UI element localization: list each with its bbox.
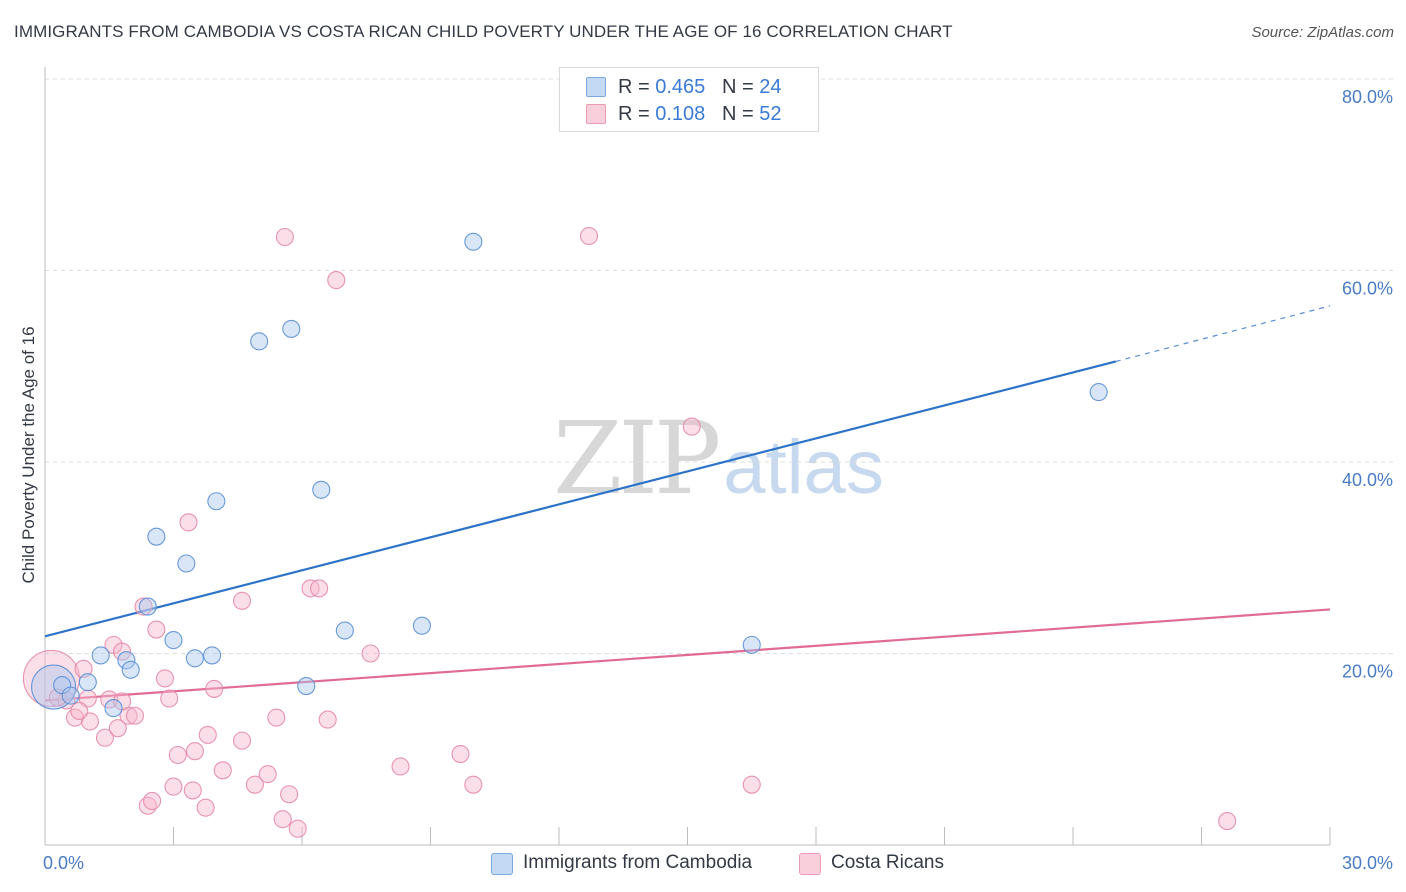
point-costa-rican: [183, 781, 202, 800]
point-costa-rican: [742, 775, 761, 794]
y-tick-label: 60.0%: [1342, 279, 1393, 299]
point-costa-rican: [205, 679, 224, 698]
point-costa-rican: [267, 708, 286, 727]
point-costa-rican: [113, 642, 132, 661]
bottom-swatch-cambodia: [491, 853, 513, 875]
point-costa-rican: [682, 417, 701, 436]
chart-title: IMMIGRANTS FROM CAMBODIA VS COSTA RICAN …: [14, 22, 953, 41]
point-costa-rican: [391, 757, 410, 776]
point-costa-rican: [168, 745, 187, 765]
point-cambodia: [164, 631, 183, 650]
point-costa-rican: [185, 742, 204, 761]
point-cambodia: [282, 319, 301, 338]
point-cambodia: [203, 646, 222, 665]
point-costa-rican: [108, 719, 127, 738]
point-cambodia: [250, 332, 269, 351]
point-costa-rican: [579, 226, 599, 246]
point-costa-rican: [134, 597, 153, 616]
point-costa-rican: [232, 591, 252, 610]
tick-labels: 20.0% 40.0% 60.0% 80.0% 0.0% 30.0%: [43, 87, 1393, 873]
trend-line-costa-rican: [44, 608, 1331, 702]
point-cambodia: [104, 699, 123, 718]
point-cambodia: [742, 635, 761, 654]
point-costa-rican: [213, 761, 232, 780]
legend-swatch-costa-rican: [586, 104, 606, 124]
point-costa-rican: [74, 659, 93, 678]
point-costa-rican: [147, 620, 166, 639]
point-costa-rican: [179, 513, 198, 532]
point-cambodia: [147, 527, 166, 546]
point-costa-rican: [310, 579, 329, 598]
point-costa-rican: [318, 710, 337, 729]
point-cambodia: [312, 480, 331, 499]
trend-line-cambodia-extension: [1115, 305, 1331, 363]
point-costa-rican: [275, 227, 294, 247]
point-cambodia: [207, 492, 226, 511]
point-costa-rican: [245, 775, 264, 794]
point-cambodia: [78, 673, 97, 692]
point-costa-rican: [327, 271, 346, 290]
trend-lines: [44, 305, 1331, 702]
point-cambodia: [61, 686, 80, 705]
grid-lines: [45, 78, 1393, 654]
point-costa-rican: [280, 785, 299, 804]
point-costa-rican: [125, 706, 144, 725]
point-cambodia: [121, 660, 140, 679]
trend-line-cambodia: [44, 360, 1117, 638]
point-costa-rican: [232, 731, 252, 750]
legend-swatch-cambodia: [586, 77, 606, 97]
y-tick-label: 80.0%: [1342, 87, 1393, 107]
x-tick-label: 30.0%: [1342, 853, 1393, 873]
point-cambodia: [297, 677, 316, 696]
source-label: Source: ZipAtlas.com: [1251, 24, 1394, 41]
legend-stats-costa-rican: R = 0.108 N = 52: [618, 103, 782, 125]
watermark: ZIPatlas: [553, 400, 884, 517]
watermark-atlas: atlas: [723, 425, 884, 510]
point-costa-rican: [78, 689, 97, 708]
x-tick-label: 0.0%: [43, 853, 84, 873]
bottom-label-costa-rican: Costa Ricans: [831, 852, 944, 873]
axes: [44, 67, 1331, 846]
point-costa-rican: [451, 744, 470, 764]
point-cambodia: [412, 616, 431, 635]
point-costa-rican: [196, 798, 215, 817]
y-tick-label: 40.0%: [1342, 470, 1393, 490]
point-costa-rican: [464, 775, 483, 794]
point-cambodia: [91, 646, 110, 665]
point-costa-rican: [258, 765, 277, 784]
point-costa-rican: [70, 701, 89, 721]
point-cambodia: [464, 232, 483, 251]
point-costa-rican: [143, 791, 162, 811]
point-costa-rican: [155, 669, 174, 688]
bottom-label-cambodia: Immigrants from Cambodia: [523, 852, 753, 873]
point-cambodia: [185, 649, 204, 668]
stats-legend: R = 0.465 N = 24 R = 0.108 N = 52: [559, 67, 819, 132]
point-costa-rican: [361, 644, 380, 663]
point-cambodia: [1089, 383, 1108, 402]
point-costa-rican: [1218, 812, 1237, 831]
legend-stats-cambodia: R = 0.465 N = 24: [618, 76, 782, 98]
point-cambodia: [117, 651, 136, 670]
point-cambodia: [138, 597, 157, 616]
point-cambodia: [177, 554, 196, 573]
watermark-zip: ZIP: [553, 400, 721, 517]
point-costa-rican: [95, 728, 115, 747]
bottom-swatch-costa-rican: [799, 853, 821, 875]
point-costa-rican: [160, 689, 179, 708]
y-axis-label: Child Poverty Under the Age of 16: [19, 326, 38, 583]
point-costa-rican: [288, 819, 307, 838]
y-tick-label: 20.0%: [1342, 662, 1393, 682]
point-costa-rican: [273, 810, 292, 829]
point-costa-rican: [198, 725, 217, 744]
point-costa-rican: [164, 777, 183, 796]
data-points: [22, 226, 1237, 838]
point-cambodia: [335, 621, 354, 640]
